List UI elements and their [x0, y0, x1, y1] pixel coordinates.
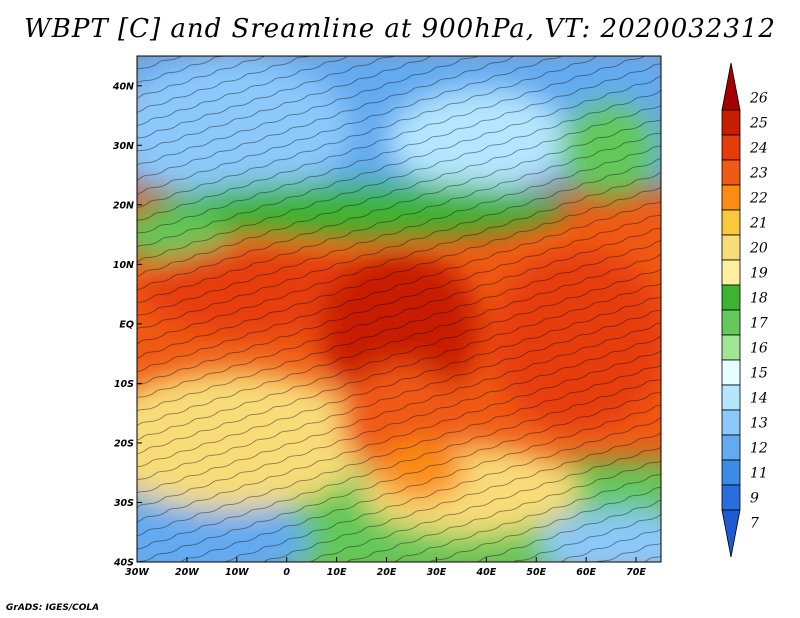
colorbar-swatch	[721, 459, 741, 486]
colorbar-swatch	[721, 109, 741, 136]
colorbar-label: 23	[749, 166, 768, 182]
y-tick-label: 30N	[113, 141, 134, 152]
y-tick-label: 40N	[112, 81, 134, 92]
colorbar-label: 14	[750, 391, 768, 407]
axis-ticks: 30W 20W 10W 0 10E 20E 30E 40E 50E 60E 70E 40N 30N 20N…	[112, 81, 647, 578]
colorbar-swatch	[721, 259, 741, 286]
x-tick-label: 40E	[475, 567, 496, 578]
colorbar-label: 24	[749, 141, 768, 157]
x-tick-label: 20E	[377, 567, 397, 578]
y-tick-label: 40S	[113, 558, 134, 569]
x-tick-label: 10W	[225, 567, 249, 578]
colorbar-label: 16	[750, 341, 768, 357]
colorbar: 26 25 24 23 22 21 20 19 18 17 16 15 14 13 12 11 9 7	[721, 62, 768, 558]
colorbar-label: 20	[749, 241, 768, 257]
x-tick-label: 50E	[526, 567, 546, 578]
colorbar-swatch	[721, 284, 741, 311]
colorbar-swatch	[721, 334, 741, 361]
y-tick-label: 20S	[114, 438, 134, 449]
y-tick-label: 10S	[114, 379, 134, 390]
colorbar-swatch	[721, 409, 741, 436]
y-tick-label: 30S	[114, 498, 134, 509]
x-tick-label: 30W	[125, 567, 149, 578]
colorbar-swatch	[721, 134, 741, 161]
colorbar-label: 15	[750, 366, 768, 382]
colorbar-label: 18	[750, 291, 768, 307]
colorbar-label: 25	[749, 116, 768, 132]
colorbar-label: 7	[750, 516, 759, 532]
colorbar-label: 13	[750, 416, 768, 432]
plot-frame	[136, 55, 662, 563]
colorbar-swatch	[721, 434, 741, 461]
colorbar-swatch	[721, 209, 741, 236]
colorbar-swatch	[721, 484, 741, 511]
colorbar-swatch	[721, 234, 741, 261]
colorbar-swatch	[721, 159, 741, 186]
colorbar-label: 22	[749, 191, 768, 207]
x-tick-label: 10E	[327, 567, 347, 578]
colorbar-swatch	[721, 62, 741, 111]
chart-title: WBPT [C] and Sreamline at 900hPa, VT: 20…	[24, 14, 776, 44]
colorbar-label: 19	[750, 266, 768, 282]
x-tick-label: 0	[283, 567, 290, 578]
x-tick-label: 70E	[626, 567, 646, 578]
colorbar-swatch	[721, 384, 741, 411]
plot-area	[137, 56, 661, 562]
colorbar-swatch	[721, 184, 741, 211]
colorbar-label: 11	[750, 466, 768, 482]
x-tick-label: 30E	[427, 567, 447, 578]
colorbar-label: 21	[749, 216, 768, 232]
y-tick-label: 10N	[113, 260, 134, 271]
colorbar-label: 17	[750, 316, 768, 332]
colorbar-swatch	[721, 509, 741, 558]
y-tick-label: 20N	[113, 200, 134, 211]
colorbar-swatch	[721, 309, 741, 336]
grads-credit: GrADS: IGES/COLA	[6, 603, 100, 613]
colorbar-swatch	[721, 359, 741, 386]
colorbar-label: 9	[750, 491, 759, 507]
colorbar-label: 26	[749, 91, 768, 107]
x-tick-label: 60E	[576, 567, 596, 578]
y-tick-label: EQ	[119, 319, 134, 330]
colorbar-label: 12	[750, 441, 768, 457]
x-tick-label: 20W	[175, 567, 199, 578]
